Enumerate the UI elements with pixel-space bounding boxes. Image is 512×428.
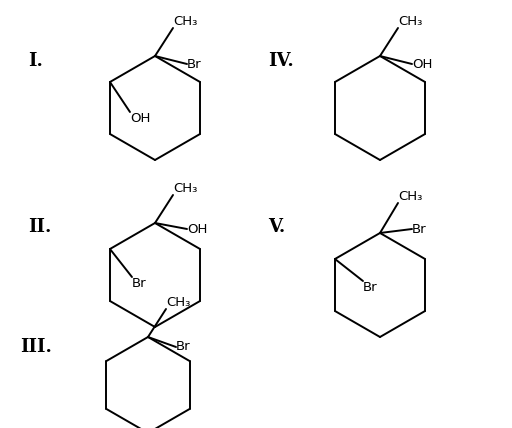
Text: Br: Br	[187, 57, 202, 71]
Text: Br: Br	[176, 341, 190, 354]
Text: CH₃: CH₃	[166, 296, 190, 309]
Text: IV.: IV.	[268, 52, 294, 70]
Text: I.: I.	[28, 52, 43, 70]
Text: II.: II.	[28, 218, 51, 236]
Text: V.: V.	[268, 218, 285, 236]
Text: OH: OH	[187, 223, 207, 235]
Text: CH₃: CH₃	[398, 190, 422, 203]
Text: CH₃: CH₃	[398, 15, 422, 28]
Text: Br: Br	[132, 277, 146, 290]
Text: OH: OH	[412, 57, 432, 71]
Text: OH: OH	[130, 112, 151, 125]
Text: CH₃: CH₃	[173, 15, 197, 28]
Text: CH₃: CH₃	[173, 182, 197, 195]
Text: III.: III.	[20, 338, 52, 356]
Text: Br: Br	[363, 281, 377, 294]
Text: Br: Br	[412, 223, 426, 235]
